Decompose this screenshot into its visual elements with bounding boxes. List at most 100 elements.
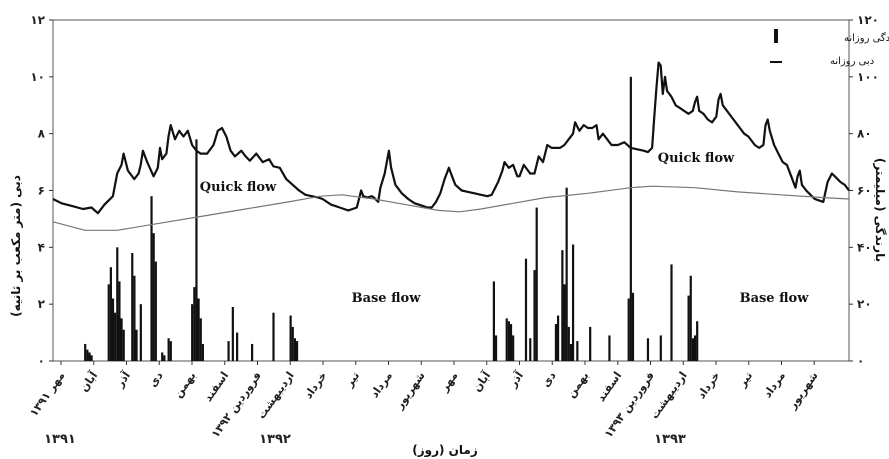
legend-bar-swatch [774, 29, 778, 43]
y-right-tick-label: ۱۲۰ [857, 13, 879, 27]
rain-bar [195, 139, 198, 361]
x-tick-label: بهمن [564, 369, 591, 400]
discharge-line [52, 61, 850, 215]
rain-bar [563, 284, 566, 361]
rain-bar [646, 338, 650, 361]
rain-bar [111, 298, 115, 361]
x-tick-label: مرداد [368, 369, 395, 400]
rain-bar [86, 349, 89, 361]
y-right-tick-label: ۰ [857, 354, 864, 368]
y-right-tick-label: ۲۰ [857, 297, 872, 311]
annotation-quick-flow-2: Quick flow [658, 151, 735, 166]
rain-bar [576, 341, 579, 361]
x-tick-label: بهمن [171, 369, 198, 400]
rain-bar [571, 244, 575, 361]
y-left-tick-label: ۱۰ [30, 70, 45, 84]
y-right-tick-label: ۶۰ [857, 184, 872, 198]
year-label-1391: ۱۳۹۱ [44, 432, 76, 447]
rain-bar [569, 343, 573, 361]
rain-bar [689, 275, 692, 361]
rain-bar [227, 341, 230, 361]
y-right-tick-label: ۸۰ [857, 127, 872, 141]
rain-bar [691, 338, 694, 361]
x-tick-label: آبان [76, 369, 100, 395]
x-tick-label: مهر [437, 369, 460, 394]
rain-bar [90, 355, 93, 361]
x-tick-label: دی [539, 369, 559, 390]
rain-bar [154, 261, 157, 361]
x-axis-label: زمان (روز) [412, 443, 478, 458]
rain-bar [199, 318, 202, 361]
rainfall-bars [84, 76, 699, 361]
y-axis-right-label: بارندگی (میلیمتر) [873, 158, 887, 262]
rain-bar [133, 275, 136, 361]
rain-bar [693, 335, 697, 361]
rain-bar [272, 312, 275, 361]
rain-bar [295, 341, 299, 361]
rain-bar [84, 343, 87, 361]
rain-bar [535, 207, 538, 361]
x-tick-label: مهر ۱۳۹۱ [27, 369, 67, 419]
y-left-tick-label: ۲ [38, 297, 46, 311]
rain-bar [193, 287, 196, 361]
rain-bar [251, 343, 254, 361]
plot-frame [52, 19, 850, 362]
legend: بارندگی روزانه دبی روزانه [770, 29, 889, 67]
rain-bar [169, 341, 172, 361]
rain-bar [567, 326, 570, 361]
plot-border [52, 19, 850, 362]
legend-flow-label: دبی روزانه [830, 56, 874, 67]
annotation-base-flow-2: Base flow [740, 291, 810, 306]
rain-bar [289, 315, 292, 361]
y-right-tick-label: ۴۰ [857, 240, 872, 254]
x-tick-label: دی [146, 369, 166, 390]
rain-bar [627, 298, 630, 361]
x-tick-label: خرداد [302, 369, 330, 401]
rain-bar [293, 338, 296, 361]
rain-bar [201, 343, 204, 361]
flow-lines [52, 61, 850, 231]
rain-bar [670, 264, 673, 361]
year-label-1392: ۱۳۹۲ [259, 432, 291, 447]
rain-bar [589, 326, 592, 361]
rain-bar [524, 258, 528, 361]
rain-bar [152, 233, 155, 361]
rain-bar [191, 304, 194, 361]
rain-bar [118, 281, 121, 361]
rain-bar [505, 318, 508, 361]
rain-bar [88, 352, 91, 361]
rain-bar [608, 335, 611, 361]
rain-bar [163, 355, 166, 361]
y-left-tick-label: ۴ [38, 240, 45, 254]
legend-rain-label: بارندگی روزانه [844, 32, 889, 44]
rain-bar [512, 335, 515, 361]
x-tick-label: تیر [342, 369, 362, 390]
x-tick-label: اسفند [201, 369, 231, 404]
rain-bar [236, 332, 239, 361]
rain-bar [631, 292, 635, 361]
rain-bar [507, 321, 510, 361]
rain-bar [109, 267, 112, 361]
rain-bar [509, 324, 513, 361]
x-tick-label: شهریور [785, 369, 820, 412]
rain-bar [116, 247, 119, 361]
rain-bar [114, 312, 117, 361]
x-tick-label: مرداد [761, 369, 788, 400]
rain-bar [291, 326, 294, 361]
x-tick-label: تیر [735, 369, 755, 390]
x-tick-label: آبان [469, 369, 493, 395]
rain-bar [494, 335, 498, 361]
rain-bar [161, 352, 164, 361]
rain-bar [554, 324, 558, 361]
rain-bar [565, 187, 568, 361]
annotation-quick-flow-1: Quick flow [200, 180, 277, 195]
rain-bar [492, 281, 495, 361]
baseflow-line [52, 185, 850, 231]
rain-bar [135, 329, 138, 361]
x-tick-label: اسفند [594, 369, 624, 404]
rain-bar [629, 76, 632, 361]
rain-bar [150, 196, 153, 361]
rain-bar [122, 329, 125, 361]
